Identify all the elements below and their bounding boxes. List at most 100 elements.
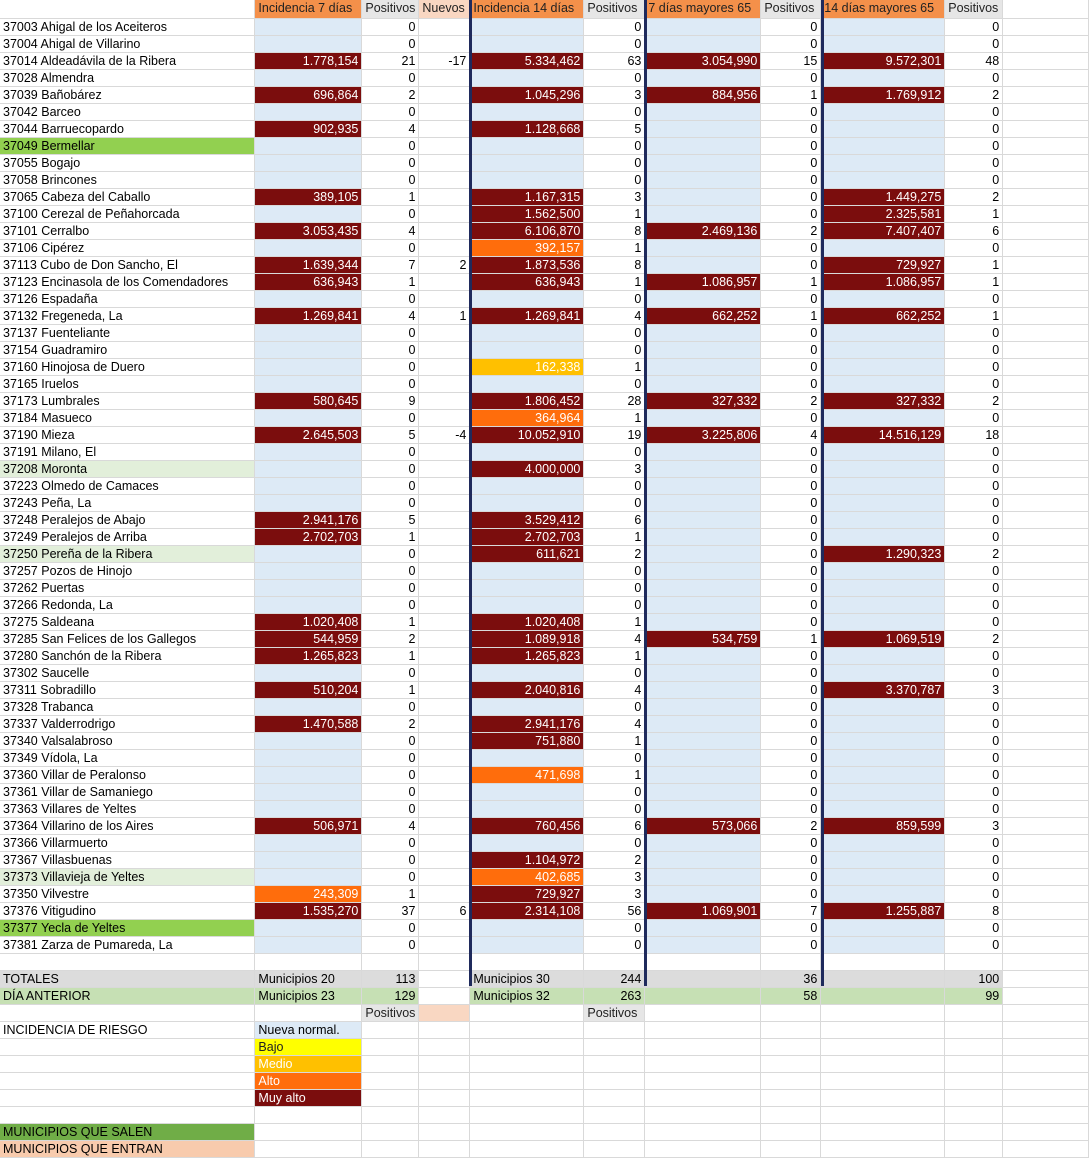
empty-cell[interactable] — [820, 953, 946, 971]
empty-cell[interactable] — [644, 987, 762, 1005]
mayores-7-cell[interactable]: 327,332 — [644, 392, 762, 410]
incidencia-14-cell[interactable]: 364,964 — [469, 409, 585, 427]
positivos-mayores-14-cell[interactable]: 2 — [944, 86, 1004, 104]
incidencia-7-cell[interactable] — [254, 596, 363, 614]
incidencia-7-cell[interactable]: 2.702,703 — [254, 528, 363, 546]
incidencia-7-cell[interactable]: 243,309 — [254, 885, 363, 903]
mayores-14-cell[interactable] — [820, 936, 946, 954]
nuevos-cell[interactable]: 6 — [418, 902, 471, 920]
empty-cell[interactable] — [1002, 1004, 1089, 1022]
municipio-name[interactable]: 37123 Encinasola de los Comendadores — [0, 273, 256, 291]
mayores-7-cell[interactable] — [644, 749, 762, 767]
empty-cell[interactable] — [1002, 902, 1089, 920]
incidencia-7-cell[interactable] — [254, 103, 363, 121]
positivos-mayores-14-cell[interactable]: 0 — [944, 732, 1004, 750]
positivos-mayores-7-cell[interactable]: 0 — [760, 919, 822, 937]
nuevos-cell[interactable] — [418, 409, 471, 427]
mayores-7-cell[interactable]: 884,956 — [644, 86, 762, 104]
positivos-14-cell[interactable]: 0 — [583, 834, 646, 852]
mayores-14-cell[interactable] — [820, 409, 946, 427]
positivos-7-cell[interactable]: 0 — [361, 239, 420, 257]
incidencia-7-cell[interactable]: 636,943 — [254, 273, 363, 291]
incidencia-14-cell[interactable]: 1.269,841 — [469, 307, 585, 325]
positivos-7-cell[interactable]: 0 — [361, 545, 420, 563]
positivos-mayores-7-cell[interactable]: 0 — [760, 69, 822, 87]
incidencia-7-cell[interactable] — [254, 545, 363, 563]
positivos-14-cell[interactable]: 6 — [583, 511, 646, 529]
incidencia-14-cell[interactable]: 1.562,500 — [469, 205, 585, 223]
empty-cell[interactable] — [1002, 409, 1089, 427]
positivos-14-cell[interactable]: 2 — [583, 545, 646, 563]
incidencia-7-cell[interactable] — [254, 443, 363, 461]
nuevos-cell[interactable] — [418, 324, 471, 342]
mayores-14-cell[interactable] — [820, 834, 946, 852]
positivos-7-cell[interactable]: 0 — [361, 171, 420, 189]
empty-cell[interactable] — [1002, 919, 1089, 937]
municipio-name[interactable]: 37049 Bermellar — [0, 137, 256, 155]
empty-cell[interactable] — [418, 970, 471, 988]
mayores-14-cell[interactable] — [820, 613, 946, 631]
nuevos-cell[interactable] — [418, 800, 471, 818]
nuevos-cell[interactable] — [418, 341, 471, 359]
positivos-mayores-7-cell[interactable]: 1 — [760, 307, 822, 325]
incidencia-14-cell[interactable] — [469, 596, 585, 614]
positivos-mayores-7-cell[interactable]: 0 — [760, 409, 822, 427]
incidencia-7-cell[interactable] — [254, 664, 363, 682]
incidencia-7-cell[interactable] — [254, 868, 363, 886]
empty-cell[interactable] — [469, 1106, 585, 1124]
incidencia-7-cell[interactable]: 544,959 — [254, 630, 363, 648]
positivos-mayores-14-cell[interactable]: 1 — [944, 307, 1004, 325]
previous-positivos-14[interactable]: 263 — [583, 987, 646, 1005]
empty-cell[interactable] — [1002, 800, 1089, 818]
positivos-7-cell[interactable]: 0 — [361, 494, 420, 512]
empty-cell[interactable] — [760, 1106, 822, 1124]
positivos-mayores-7-cell[interactable]: 0 — [760, 256, 822, 274]
mayores-14-cell[interactable] — [820, 562, 946, 580]
empty-cell[interactable] — [583, 1106, 646, 1124]
positivos-7-cell[interactable]: 21 — [361, 52, 420, 70]
empty-cell[interactable] — [944, 1140, 1004, 1158]
municipio-name[interactable]: 37250 Pereña de la Ribera — [0, 545, 256, 563]
empty-cell[interactable] — [1002, 1072, 1089, 1090]
positivos-mayores-14-cell[interactable]: 0 — [944, 868, 1004, 886]
empty-cell[interactable] — [944, 1123, 1004, 1141]
positivos-mayores-14-cell[interactable]: 3 — [944, 681, 1004, 699]
municipio-name[interactable]: 37350 Vilvestre — [0, 885, 256, 903]
incidencia-14-cell[interactable]: 729,927 — [469, 885, 585, 903]
incidencia-14-cell[interactable] — [469, 69, 585, 87]
incidencia-14-cell[interactable] — [469, 936, 585, 954]
empty-cell[interactable] — [0, 1004, 256, 1022]
positivos-mayores-14-cell[interactable]: 3 — [944, 817, 1004, 835]
empty-cell[interactable] — [1002, 205, 1089, 223]
incidencia-7-cell[interactable] — [254, 341, 363, 359]
mayores-7-cell[interactable] — [644, 800, 762, 818]
previous-positivos-mayores-14[interactable]: 99 — [944, 987, 1004, 1005]
mayores-14-cell[interactable] — [820, 358, 946, 376]
incidencia-7-cell[interactable]: 389,105 — [254, 188, 363, 206]
empty-cell[interactable] — [1002, 885, 1089, 903]
incidencia-14-cell[interactable]: 6.106,870 — [469, 222, 585, 240]
positivos-14-cell[interactable]: 0 — [583, 698, 646, 716]
positivos-mayores-7-cell[interactable]: 2 — [760, 392, 822, 410]
header-positivos-mayores-7[interactable]: Positivos — [760, 0, 822, 19]
empty-cell[interactable] — [418, 1140, 471, 1158]
positivos-14-cell[interactable]: 63 — [583, 52, 646, 70]
positivos-mayores-7-cell[interactable]: 0 — [760, 681, 822, 699]
positivos-14-cell[interactable]: 0 — [583, 936, 646, 954]
mayores-14-cell[interactable] — [820, 749, 946, 767]
incidencia-7-cell[interactable]: 3.053,435 — [254, 222, 363, 240]
positivos-14-cell[interactable]: 0 — [583, 443, 646, 461]
positivos-7-cell[interactable]: 2 — [361, 715, 420, 733]
positivos-14-cell[interactable]: 1 — [583, 613, 646, 631]
nuevos-cell[interactable] — [418, 35, 471, 53]
incidencia-14-cell[interactable] — [469, 103, 585, 121]
positivos-7-cell[interactable]: 2 — [361, 86, 420, 104]
mayores-7-cell[interactable] — [644, 647, 762, 665]
positivos-mayores-7-cell[interactable]: 0 — [760, 239, 822, 257]
mayores-7-cell[interactable]: 534,759 — [644, 630, 762, 648]
empty-cell[interactable] — [361, 1055, 420, 1073]
empty-cell[interactable] — [644, 1140, 762, 1158]
mayores-7-cell[interactable] — [644, 732, 762, 750]
mayores-7-cell[interactable] — [644, 205, 762, 223]
empty-cell[interactable] — [1002, 732, 1089, 750]
